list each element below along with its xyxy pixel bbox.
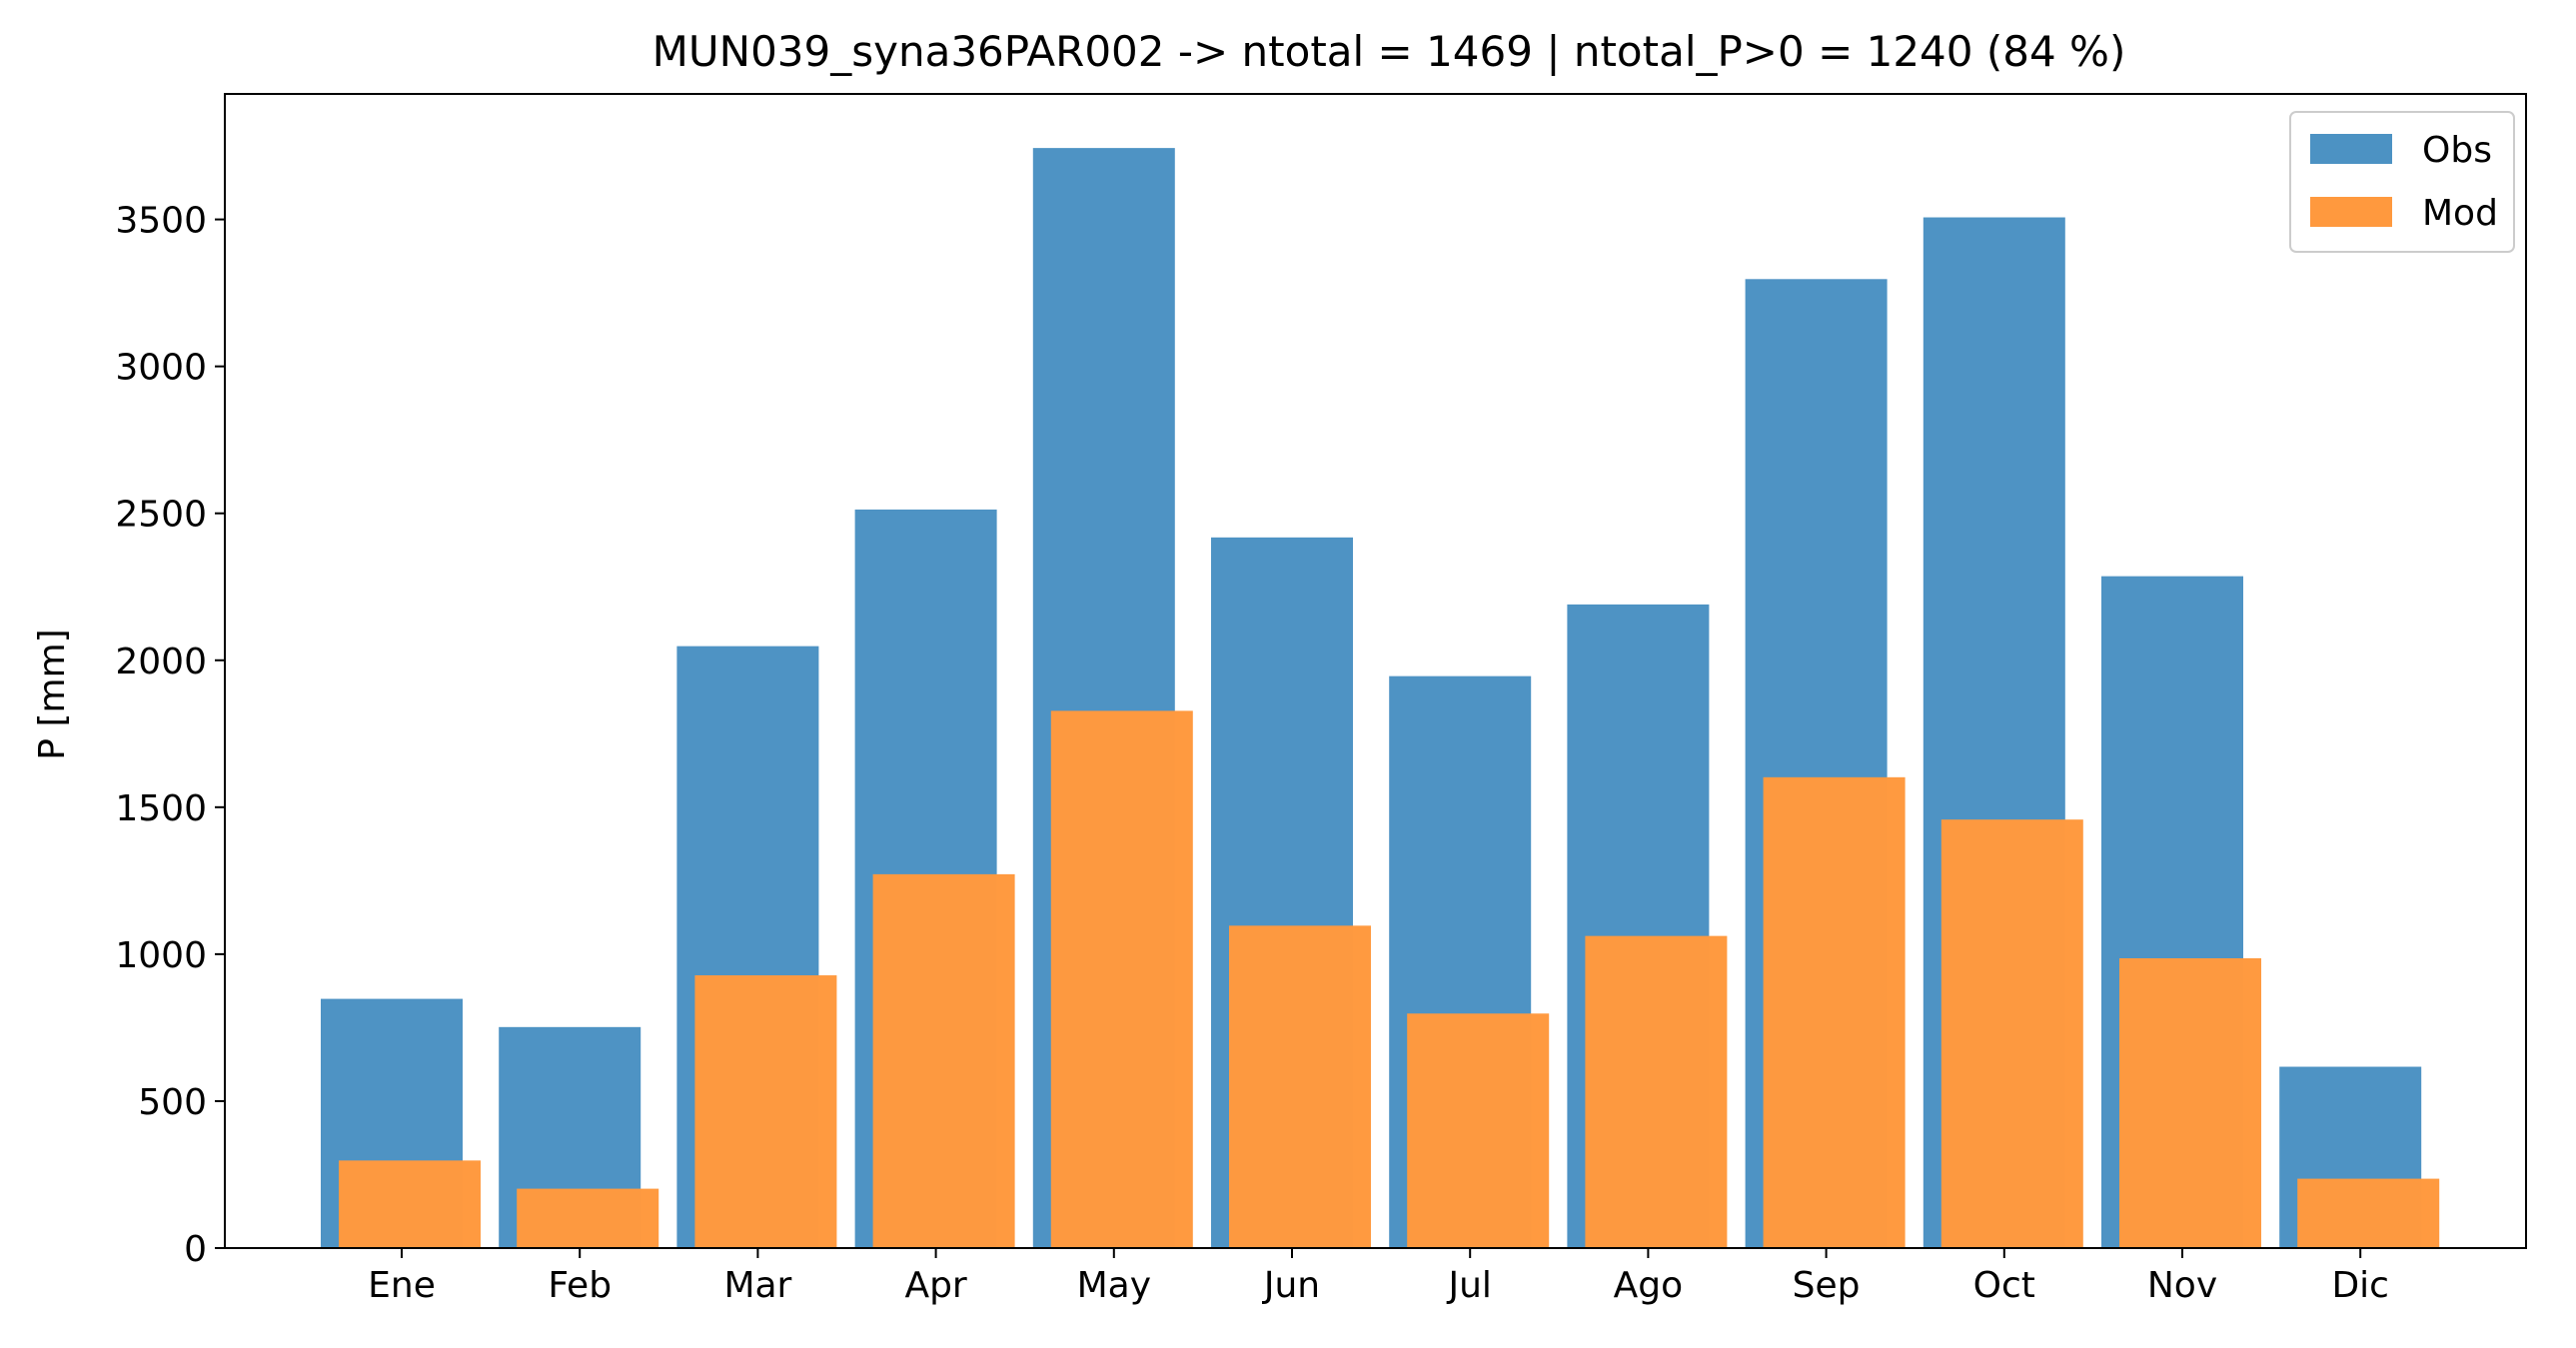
x-tick-label: Mar [723,1265,791,1306]
bar-mod-may [1050,710,1193,1248]
bar-mod-ene [339,1160,481,1248]
chart-title: MUN039_syna36PAR002 -> ntotal = 1469 | n… [652,27,2126,76]
x-tick-label: Ene [368,1265,436,1306]
legend-label-obs: Obs [2422,130,2492,171]
legend: Obs Mod [2289,111,2515,253]
bar-mod-apr [872,873,1015,1248]
x-tick-label: Sep [1793,1265,1861,1306]
bar-mod-ago [1585,935,1728,1248]
bar-mod-oct [1940,819,2083,1248]
bar-mod-dic [2297,1178,2440,1248]
x-tick-label: Nov [2147,1265,2217,1306]
x-tick-label: May [1077,1265,1151,1306]
y-tick-label: 500 [138,1082,207,1123]
y-axis-label: P [mm] [32,629,73,759]
x-tick-label: Ago [1614,1265,1684,1306]
y-tick-label: 1000 [115,935,207,976]
legend-swatch-mod [2310,197,2392,227]
y-tick-label: 1500 [115,788,207,829]
bar-mod-mar [694,975,837,1248]
legend-swatch-obs [2310,134,2392,164]
axes-group: 0 500 1000 1500 2000 2500 3000 3500 Ene Feb Mar Apr… [115,93,2527,1306]
y-tick-label: 2000 [115,642,207,682]
bar-mod-sep [1763,776,1906,1248]
legend-label-mod: Mod [2422,193,2498,234]
bar-mod-feb [517,1188,659,1248]
y-tick-label: 2500 [115,495,207,536]
x-tick-label: Dic [2331,1265,2389,1306]
x-tick-label: Jul [1446,1265,1491,1306]
bar-mod-nov [2119,958,2261,1248]
plot-frame [224,93,2527,1249]
y-tick-label: 0 [184,1229,207,1270]
x-tick-label: Jun [1262,1265,1320,1306]
y-tick-label: 3500 [115,201,207,242]
x-tick-label: Apr [904,1265,966,1306]
bar-mod-jun [1229,925,1371,1248]
bars-group [321,148,2440,1249]
y-tick-label: 3000 [115,348,207,389]
bar-mod-jul [1407,1013,1550,1248]
x-tick-label: Feb [548,1265,612,1306]
x-tick-label: Oct [1973,1265,2035,1306]
